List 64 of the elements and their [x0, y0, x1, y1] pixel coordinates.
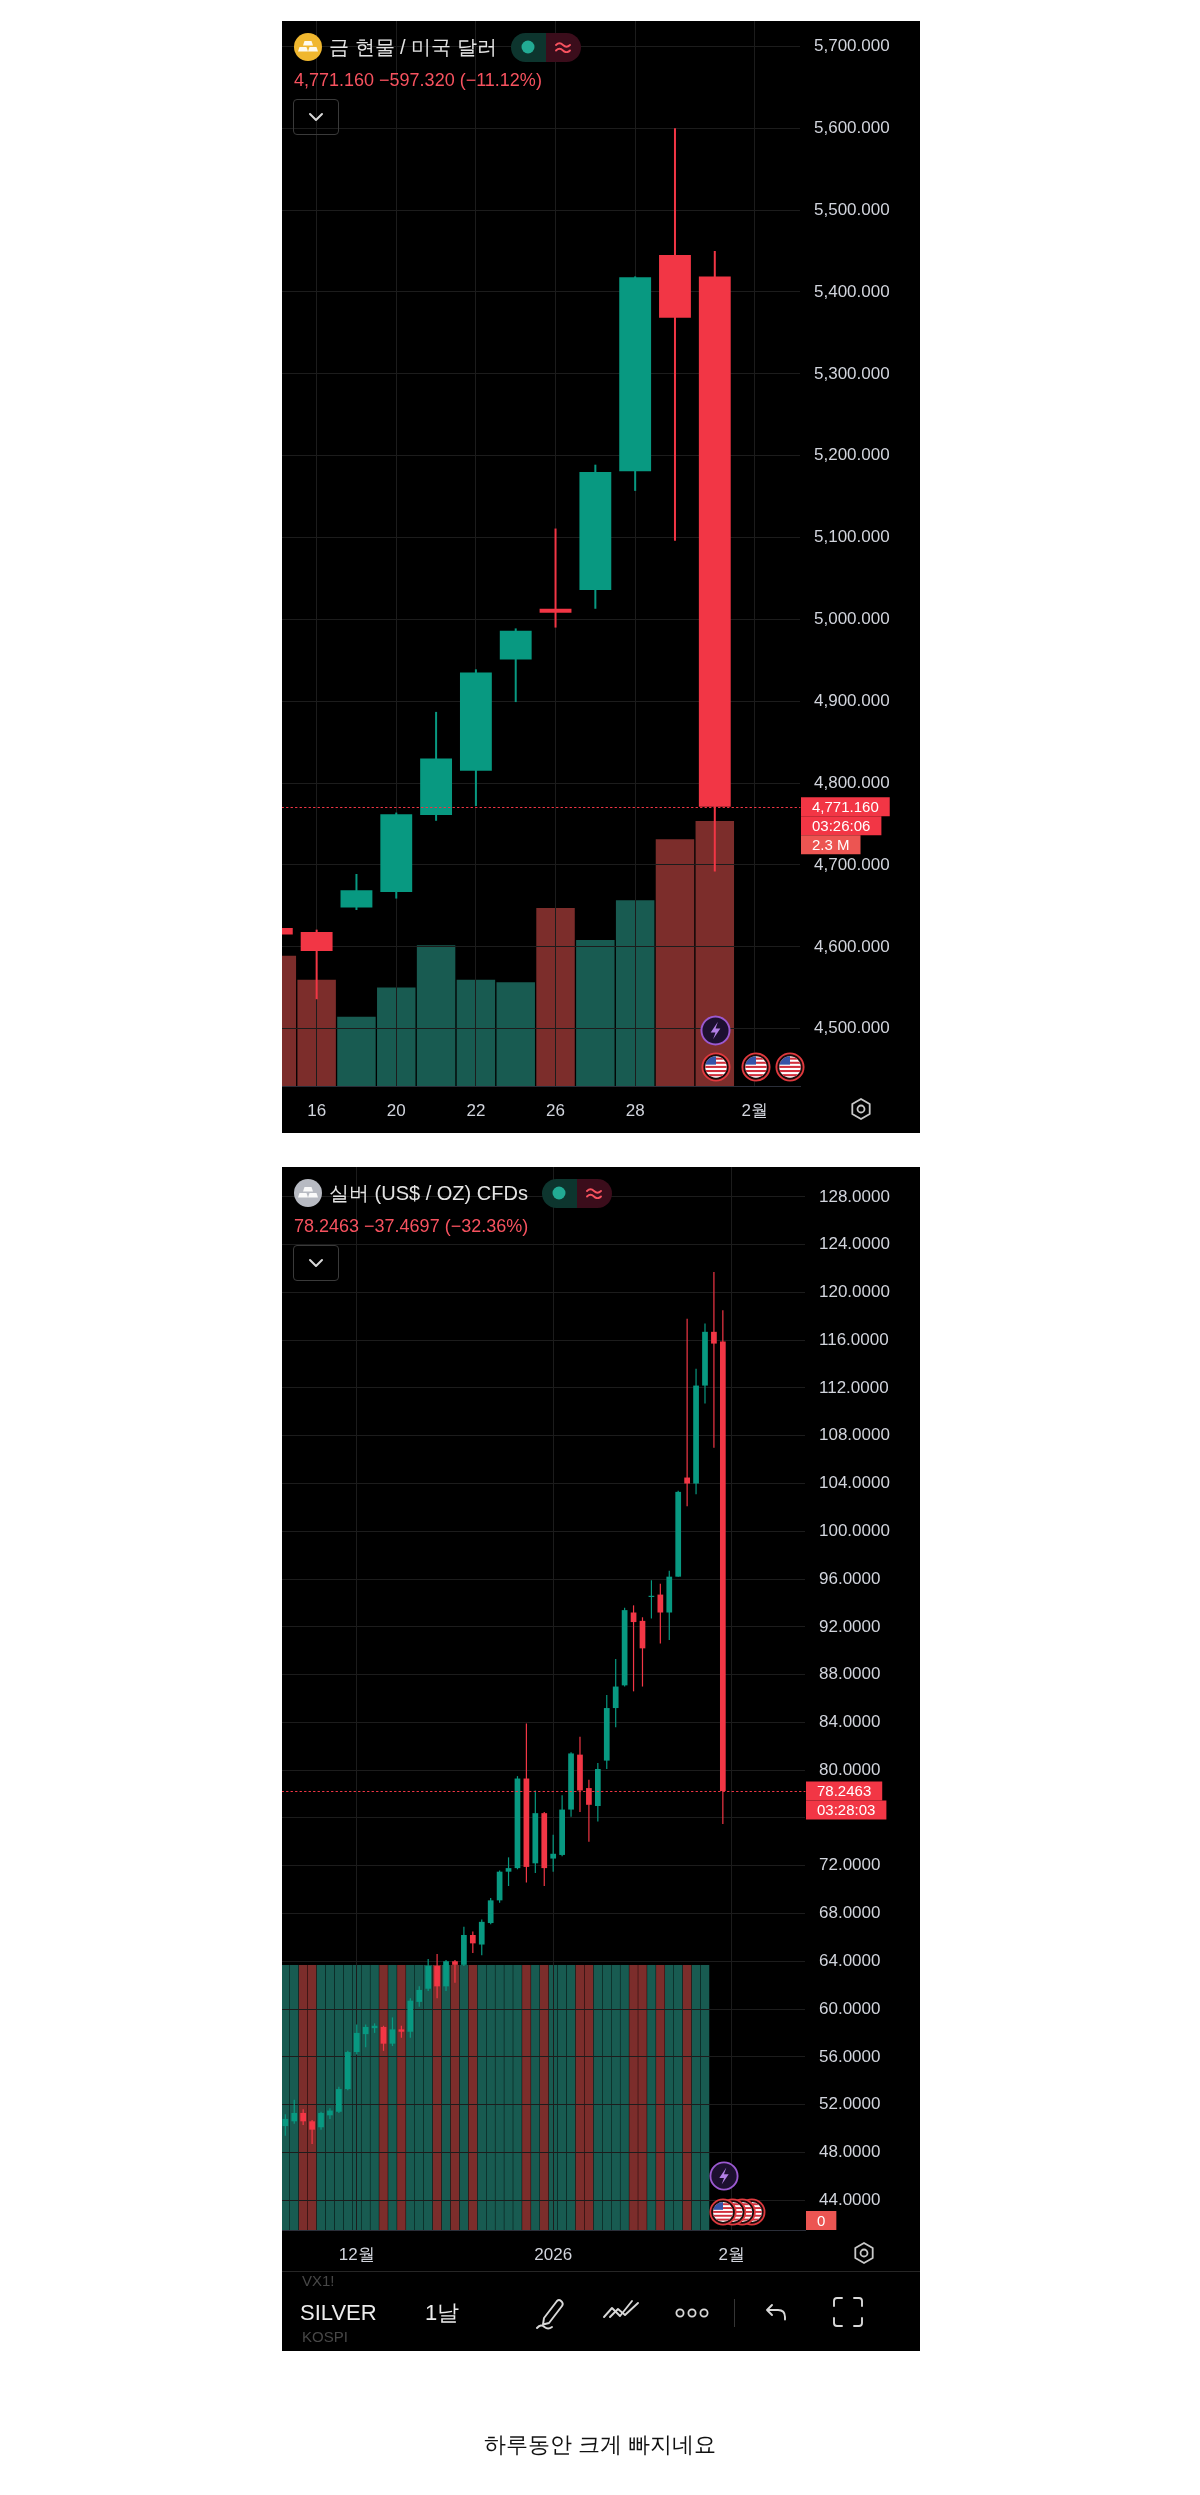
- y-tick-label: 5,100.000: [814, 527, 890, 547]
- text: 금 현물 / 미국 달러: [329, 34, 497, 60]
- y-tick-label: 52.0000: [819, 2094, 881, 2114]
- y-tick-label: 4,800.000: [814, 772, 890, 792]
- text: 03:26:06: [812, 816, 871, 834]
- text: 0: [817, 2211, 826, 2229]
- y-tick-label: 80.0000: [819, 1759, 881, 1779]
- y-tick-label: 44.0000: [819, 2189, 881, 2209]
- text: 하루동안 크게 빠지네요: [482, 2431, 718, 2459]
- x-tick-label: 2월: [741, 1100, 768, 1120]
- bar: [536, 908, 575, 1086]
- y-tick-label: 116.0000: [819, 1329, 889, 1349]
- candlestick: [309, 2120, 315, 2144]
- text: 03:28:03: [817, 1801, 876, 1819]
- text: SILVER: [300, 2299, 377, 2327]
- text: 4,771.160 −597.320 (−11.12%): [294, 69, 542, 91]
- y-tick-label: 100.0000: [819, 1520, 890, 1540]
- candlestick: [711, 1272, 717, 1448]
- y-tick-label: 4,700.000: [814, 854, 890, 874]
- y-tick-label: 112.0000: [819, 1377, 889, 1397]
- y-tick-label: 4,600.000: [814, 936, 890, 956]
- y-tick-label: 5,200.000: [814, 445, 890, 465]
- y-tick-label: 48.0000: [819, 2142, 881, 2162]
- text: 2.3 M: [812, 835, 850, 853]
- y-tick-label: 84.0000: [819, 1712, 881, 1732]
- y-tick-label: 120.0000: [819, 1282, 890, 1302]
- text: VX1!: [302, 2272, 335, 2290]
- text: 실버 (US$ / OZ) CFDs: [329, 1180, 528, 1206]
- y-tick-label: 88.0000: [819, 1664, 881, 1684]
- y-tick-label: 5,700.000: [814, 36, 890, 56]
- y-tick-label: 56.0000: [819, 2046, 881, 2066]
- y-tick-label: 72.0000: [819, 1855, 881, 1875]
- x-tick-label: 22: [466, 1100, 486, 1120]
- ref-line-label: 4,771.160: [812, 797, 879, 815]
- x-tick-label: 26: [546, 1100, 565, 1120]
- x-tick-label: 2026: [534, 2244, 573, 2264]
- y-tick-label: 5,600.000: [814, 117, 890, 137]
- y-tick-label: 68.0000: [819, 1903, 881, 1923]
- candlestick: [452, 1960, 458, 1983]
- y-tick-label: 128.0000: [819, 1186, 890, 1206]
- y-tick-label: 96.0000: [819, 1568, 881, 1588]
- ref-line-label: 78.2463: [817, 1782, 872, 1800]
- text: 78.2463 −37.4697 (−32.36%): [294, 1215, 529, 1237]
- y-tick-label: 124.0000: [819, 1234, 890, 1254]
- y-tick-label: 4,500.000: [814, 1018, 890, 1038]
- x-tick-label: 28: [625, 1100, 645, 1120]
- bar: [655, 839, 695, 1086]
- y-tick-label: 5,000.000: [814, 609, 890, 629]
- y-tick-label: 64.0000: [819, 1950, 881, 1970]
- y-tick-label: 108.0000: [819, 1425, 890, 1445]
- text: 1날: [425, 2299, 460, 2327]
- y-tick-label: 104.0000: [819, 1473, 890, 1493]
- candlestick: [539, 528, 572, 628]
- y-tick-label: 5,300.000: [814, 363, 890, 383]
- text: KOSPI: [302, 2328, 348, 2346]
- x-tick-label: 2월: [718, 2244, 746, 2264]
- x-tick-label: 20: [386, 1100, 406, 1120]
- y-tick-label: 92.0000: [819, 1616, 881, 1636]
- y-tick-label: 4,900.000: [814, 690, 890, 710]
- x-tick-label: 16: [307, 1100, 327, 1120]
- y-tick-label: 5,500.000: [814, 199, 890, 219]
- x-tick-label: 12월: [338, 2244, 375, 2264]
- y-tick-label: 5,400.000: [814, 281, 890, 301]
- y-tick-label: 60.0000: [819, 1998, 881, 2018]
